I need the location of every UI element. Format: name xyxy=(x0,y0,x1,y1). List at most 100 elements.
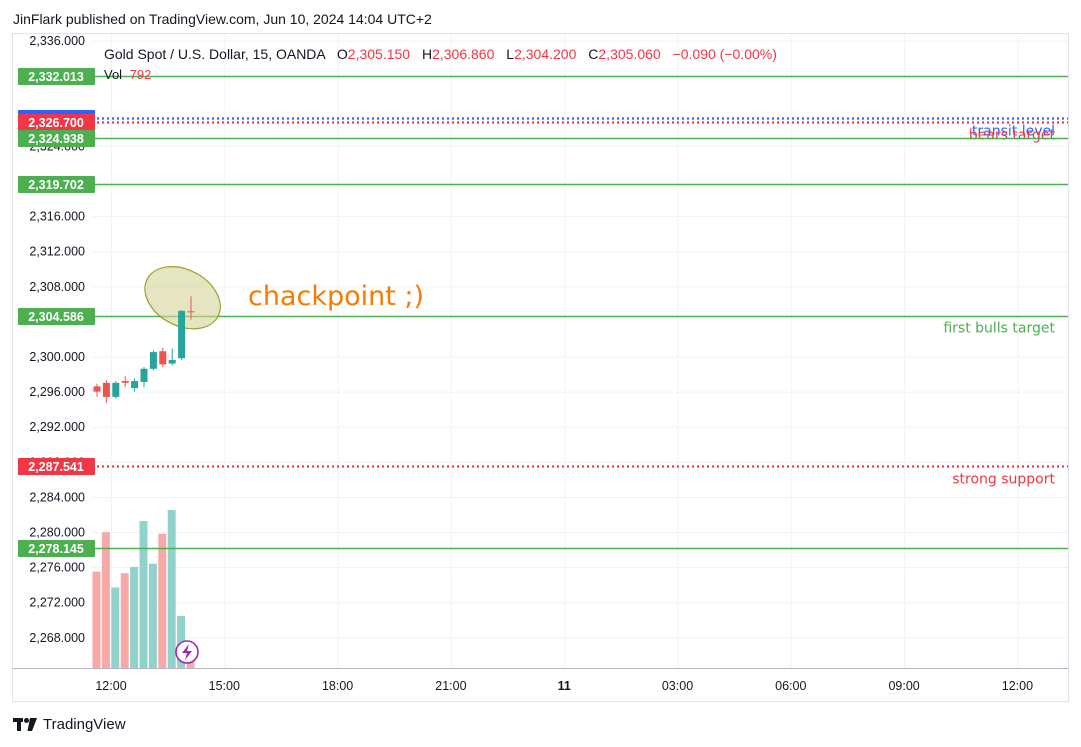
level-text: strong support xyxy=(952,472,1055,488)
tradingview-logo-icon xyxy=(13,717,37,731)
legend-open-value: 2,305.150 xyxy=(348,46,410,62)
time-tick-label: 11 xyxy=(558,679,571,693)
volume-bar xyxy=(101,532,110,668)
volume-bar xyxy=(111,587,120,668)
price-tick-label: 2,284.000 xyxy=(29,490,85,504)
price-label: 2,319.702 xyxy=(18,176,95,193)
legend-close-value: 2,305.060 xyxy=(598,46,660,62)
candle-body xyxy=(149,352,157,369)
candle-body xyxy=(159,351,167,365)
annotation-ellipse[interactable] xyxy=(134,254,231,341)
time-tick-label: 12:00 xyxy=(95,679,126,693)
candle[interactable] xyxy=(121,375,129,388)
price-tick-label: 2,272.000 xyxy=(29,596,85,610)
volume-legend-label: Vol xyxy=(104,67,122,82)
candle[interactable] xyxy=(93,383,101,397)
price-label-box xyxy=(18,68,95,85)
legend-high-value: 2,306.860 xyxy=(432,46,494,62)
annotation-text[interactable]: chackpoint ;) xyxy=(248,281,424,312)
price-tick-label: 2,268.000 xyxy=(29,631,85,645)
time-tick-label: 15:00 xyxy=(209,679,240,693)
highlight-ellipse[interactable] xyxy=(134,254,231,341)
tradingview-logo[interactable]: TradingView xyxy=(13,716,126,733)
candle[interactable] xyxy=(168,348,176,366)
price-label-text: 2,326.700 xyxy=(28,116,84,130)
chart-legend: Gold Spot / U.S. Dollar, 15, OANDA O2,30… xyxy=(104,46,777,62)
legend-change: −0.090 (−0.00%) xyxy=(673,46,777,62)
legend-open-label: O xyxy=(337,46,348,62)
price-label-box xyxy=(18,114,95,131)
legend-high-label: H xyxy=(422,46,432,62)
candle-body xyxy=(168,360,176,364)
candle-body xyxy=(93,386,101,392)
legend-close-label: C xyxy=(588,46,598,62)
price-tick-label: 2,312.000 xyxy=(29,245,85,259)
volume-legend-value: 792 xyxy=(130,67,152,82)
candle[interactable] xyxy=(159,347,167,368)
time-tick-label: 06:00 xyxy=(775,679,806,693)
candle[interactable] xyxy=(102,380,110,404)
price-tick-label: 2,296.000 xyxy=(29,385,85,399)
volume-bar xyxy=(120,573,129,668)
time-tick-label: 03:00 xyxy=(662,679,693,693)
time-tick-label: 21:00 xyxy=(435,679,466,693)
volume-bar xyxy=(139,521,148,668)
price-label-text: 2,319.702 xyxy=(28,178,84,192)
volume-bar xyxy=(148,563,157,668)
candle[interactable] xyxy=(178,310,186,361)
level-text: bears target xyxy=(969,128,1056,144)
price-label-text: 2,304.586 xyxy=(28,310,84,324)
price-tick-label: 2,292.000 xyxy=(29,420,85,434)
candle[interactable] xyxy=(131,378,139,392)
candle-body xyxy=(102,382,110,397)
candle-body xyxy=(178,310,186,359)
lightning-icon[interactable] xyxy=(175,640,199,664)
price-label-text: 2,278.145 xyxy=(28,542,84,556)
price-label-box xyxy=(18,458,95,475)
price-tick-label: 2,300.000 xyxy=(29,350,85,364)
legend-low-value: 2,304.200 xyxy=(514,46,576,62)
candle[interactable] xyxy=(187,296,195,320)
price-label-text: 2,332.013 xyxy=(28,70,84,84)
chart-frame xyxy=(12,33,1069,702)
volume-bar xyxy=(158,533,167,668)
grid xyxy=(92,34,1068,668)
publish-info: JinFlark published on TradingView.com, J… xyxy=(13,11,432,27)
tradingview-brand: TradingView xyxy=(43,716,126,733)
price-tick-label: 2,336.000 xyxy=(29,34,85,48)
candle-body xyxy=(121,381,129,383)
price-label-box xyxy=(18,176,95,193)
time-tick-label: 12:00 xyxy=(1002,679,1033,693)
price-label: 2,332.013 xyxy=(18,68,95,85)
legend-low-label: L xyxy=(506,46,514,62)
volume-bar xyxy=(130,566,139,668)
time-axis[interactable]: 12:00 15:00 18:00 21:00 11 03:00 06:00 09:00 12:… xyxy=(95,679,1033,693)
volume-legend: Vol 792 xyxy=(104,67,151,82)
price-label-box xyxy=(18,540,95,557)
candle-body xyxy=(140,368,148,382)
price-label: 2,326.700 xyxy=(18,114,95,131)
level-text: transit level xyxy=(972,124,1055,140)
candle[interactable] xyxy=(112,381,120,399)
candle[interactable] xyxy=(140,367,148,388)
level-text: first bulls target xyxy=(943,321,1055,337)
price-label-box xyxy=(18,308,95,325)
candle-body xyxy=(187,311,195,313)
legend-symbol: Gold Spot / U.S. Dollar, 15, OANDA xyxy=(104,46,326,62)
volume-bar xyxy=(92,571,101,668)
time-tick-label: 09:00 xyxy=(888,679,919,693)
time-tick-label: 18:00 xyxy=(322,679,353,693)
price-label-box xyxy=(18,130,95,147)
price-tick-label: 2,280.000 xyxy=(29,525,85,539)
price-label-text: 2,287.541 xyxy=(28,460,84,474)
price-tick-label: 2,316.000 xyxy=(29,210,85,224)
candle[interactable] xyxy=(149,350,157,371)
price-label-text: 2,324.938 xyxy=(28,132,84,146)
candles[interactable] xyxy=(93,296,195,404)
price-label: 2,287.541 xyxy=(18,458,95,475)
price-labels: 2,332.0132,327.1832,326.7002,324.9382,31… xyxy=(18,68,95,557)
candle-body xyxy=(131,381,139,389)
price-label: 2,304.586 xyxy=(18,308,95,325)
